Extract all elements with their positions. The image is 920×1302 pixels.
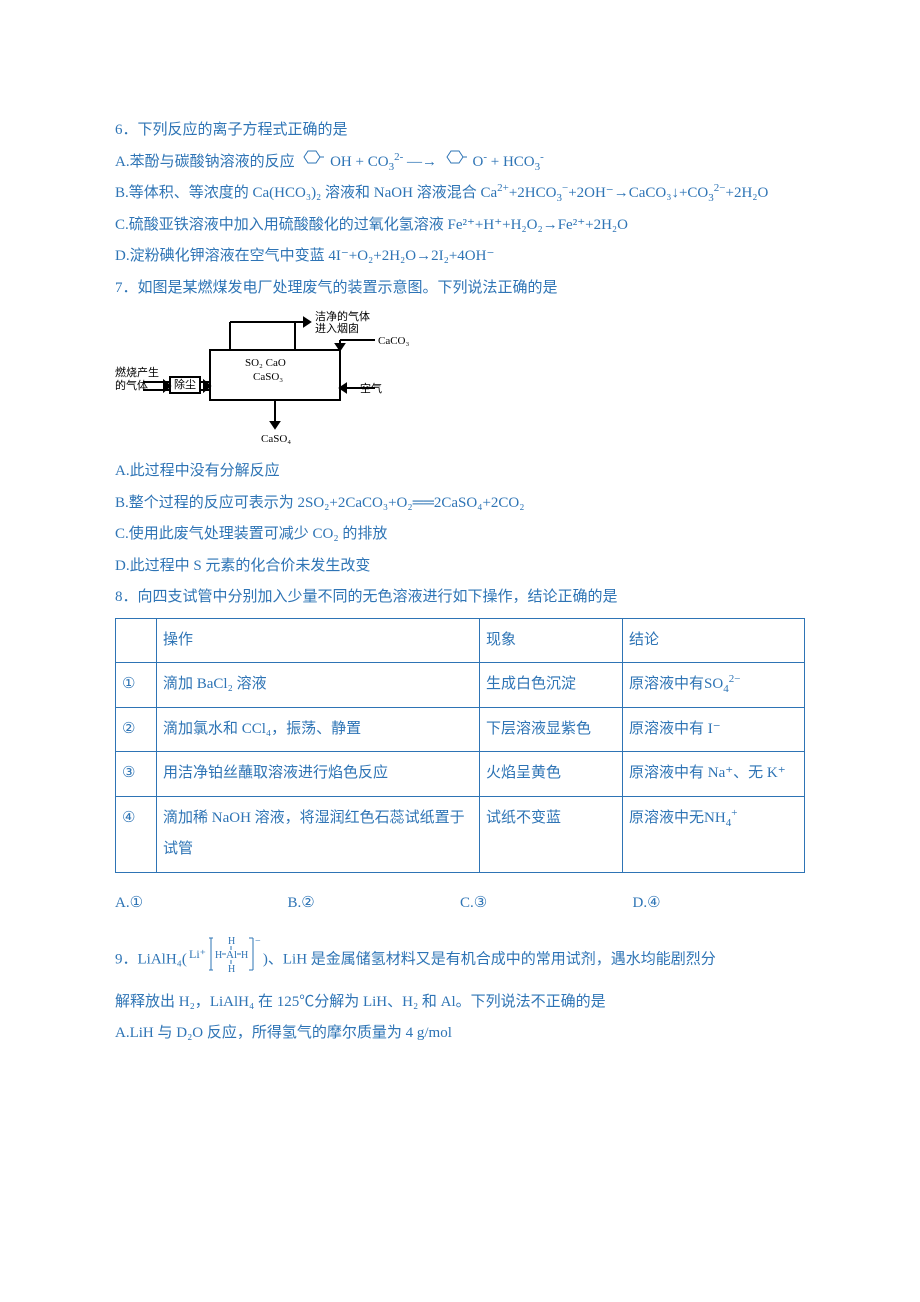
q6-a-benzene-1 (300, 147, 324, 179)
q7-d-top1: 洁净的气体 (315, 310, 370, 323)
svg-text:H: H (215, 950, 222, 961)
q6-b-hco3: HCO3− (525, 185, 568, 201)
svg-text:−: − (255, 936, 261, 947)
q8-r1-n: ① (116, 663, 157, 708)
q8-r1-cn: 原溶液中有SO42− (623, 663, 805, 708)
q7-opt-d: D.此过程中 S 元素的化合价未发生改变 (115, 551, 805, 583)
svg-text:H: H (228, 936, 235, 947)
q8-h-ph: 现象 (480, 618, 623, 663)
q8-opt-a: A.① (115, 888, 288, 920)
q7-opt-c: C.使用此废气处理装置可减少 CO₂ 的排放 (115, 519, 805, 551)
q8-r3-n: ③ (116, 752, 157, 797)
q8-r2-cn: 原溶液中有 I⁻ (623, 707, 805, 752)
q7-d-src2: 的气体 (115, 378, 148, 392)
q8-h-op: 操作 (157, 618, 480, 663)
table-row: ③ 用洁净铂丝蘸取溶液进行焰色反应 火焰呈黄色 原溶液中有 Na⁺、无 K⁺ (116, 752, 805, 797)
q8-r2-ph: 下层溶液显紫色 (480, 707, 623, 752)
q8-r4-cn: 原溶液中无NH4+ (623, 796, 805, 872)
table-row: ④ 滴加稀 NaOH 溶液，将湿润红色石蕊试纸置于试管 试纸不变蓝 原溶液中无N… (116, 796, 805, 872)
q8-r4-ph: 试纸不变蓝 (480, 796, 623, 872)
q7-title: 7．如图是某燃煤发电厂处理废气的装置示意图。下列说法正确的是 (115, 273, 805, 305)
svg-text:H: H (241, 950, 248, 961)
q8-title: 8．向四支试管中分别加入少量不同的无色溶液进行如下操作，结论正确的是 (115, 582, 805, 614)
q6-opt-b: B.等体积、等浓度的 Ca(HCO₃)₂ 溶液和 NaOH 溶液混合 Ca2++… (115, 178, 805, 210)
q7-d-dedust: 除尘 (174, 377, 196, 391)
q7-d-so2cao: SO₂ CaO (245, 357, 286, 369)
svg-text:H: H (228, 964, 235, 974)
q8-h-cn: 结论 (623, 618, 805, 663)
q7-b-post: 2CaSO₄+2CO₂ (434, 495, 525, 511)
q7-opt-a: A.此过程中没有分解反应 (115, 456, 805, 488)
q8-opt-c: C.③ (460, 888, 633, 920)
q7-d-caco3: CaCO₃ (378, 335, 410, 347)
q7-d-src1: 燃烧产生 (115, 365, 159, 379)
q8-r3-cn: 原溶液中有 Na⁺、无 K⁺ (623, 752, 805, 797)
q9-opt-a: A.LiH 与 D₂O 反应，所得氢气的摩尔质量为 4 g/mol (115, 1018, 805, 1050)
q8-r3-op: 用洁净铂丝蘸取溶液进行焰色反应 (157, 752, 480, 797)
q7-diagram: 洁净的气体 进入烟囱 CaCO₃ SO₂ CaO CaSO₃ 空气 燃烧产生 的… (115, 310, 415, 450)
q7-d-caso4: CaSO₄ (261, 433, 291, 445)
q7-b-eq: ══ (413, 495, 434, 511)
q6-b-mid1: +2 (509, 185, 525, 201)
q6-title: 6．下列反应的离子方程式正确的是 (115, 115, 805, 147)
q7-opt-b: B.整个过程的反应可表示为 2SO₂+2CaCO₃+O₂══2CaSO₄+2CO… (115, 488, 805, 520)
q6-b-pre: B.等体积、等浓度的 Ca(HCO₃)₂ 溶液和 NaOH 溶液混合 Ca (115, 185, 497, 201)
q9-struct: Li⁺ H H H H Al − (189, 934, 261, 987)
q6-a-formula-text: OH + CO32- —→ (330, 154, 441, 170)
q6-a-formula-text-2: O- + HCO3- (472, 154, 543, 170)
table-row: ② 滴加氯水和 CCl₄，振荡、静置 下层溶液显紫色 原溶液中有 I⁻ (116, 707, 805, 752)
q7-b-pre: B.整个过程的反应可表示为 2SO₂+2CaCO₃+O₂ (115, 495, 413, 511)
q7-d-air: 空气 (360, 381, 382, 395)
q7-d-caso3: CaSO₃ (253, 371, 283, 383)
q8-r1-op: 滴加 BaCl₂ 溶液 (157, 663, 480, 708)
svg-text:Al: Al (226, 949, 237, 961)
q6-a-pre: A.苯酚与碳酸钠溶液的反应 (115, 154, 298, 170)
table-row-header: 操作 现象 结论 (116, 618, 805, 663)
q8-r1-ph: 生成白色沉淀 (480, 663, 623, 708)
q9-line2: 解释放出 H₂，LiAlH₄ 在 125℃分解为 LiH、H₂ 和 Al。下列说… (115, 987, 805, 1019)
q6-opt-a: A.苯酚与碳酸钠溶液的反应 OH + CO32- —→ O- + HCO3- (115, 147, 805, 179)
q8-r2-op: 滴加氯水和 CCl₄，振荡、静置 (157, 707, 480, 752)
q9-line1: 9．LiAlH₄( Li⁺ H H H H Al − (115, 934, 805, 987)
q6-opt-d: D.淀粉碘化钾溶液在空气中变蓝 4I⁻+O₂+2H₂O→2I₂+4OH⁻ (115, 241, 805, 273)
q8-r4-op: 滴加稀 NaOH 溶液，将湿润红色石蕊试纸置于试管 (157, 796, 480, 872)
q8-options: A.① B.② C.③ D.④ (115, 888, 805, 920)
q6-b-mid3: +2H₂O (725, 185, 768, 201)
q9-post: )、LiH 是金属储氢材料又是有机合成中的常用试剂，遇水均能剧烈分 (263, 952, 716, 968)
q8-r4-n: ④ (116, 796, 157, 872)
q6-b-co3: CO32− (687, 185, 725, 201)
q8-opt-b: B.② (288, 888, 461, 920)
q8-opt-d: D.④ (633, 888, 806, 920)
q7-d-top2: 进入烟囱 (315, 321, 359, 335)
svg-text:Li⁺: Li⁺ (189, 947, 206, 961)
q6-opt-c: C.硫酸亚铁溶液中加入用硫酸酸化的过氧化氢溶液 Fe²⁺+H⁺+H₂O₂→Fe²… (115, 210, 805, 242)
q9-pre: 9．LiAlH₄( (115, 952, 187, 968)
table-row: ① 滴加 BaCl₂ 溶液 生成白色沉淀 原溶液中有SO42− (116, 663, 805, 708)
q8-r3-ph: 火焰呈黄色 (480, 752, 623, 797)
q6-a-benzene-2 (443, 147, 467, 179)
q8-table: 操作 现象 结论 ① 滴加 BaCl₂ 溶液 生成白色沉淀 原溶液中有SO42−… (115, 618, 805, 873)
q8-r2-n: ② (116, 707, 157, 752)
q6-b-mid2: +2OH⁻→CaCO₃↓+ (568, 185, 687, 201)
